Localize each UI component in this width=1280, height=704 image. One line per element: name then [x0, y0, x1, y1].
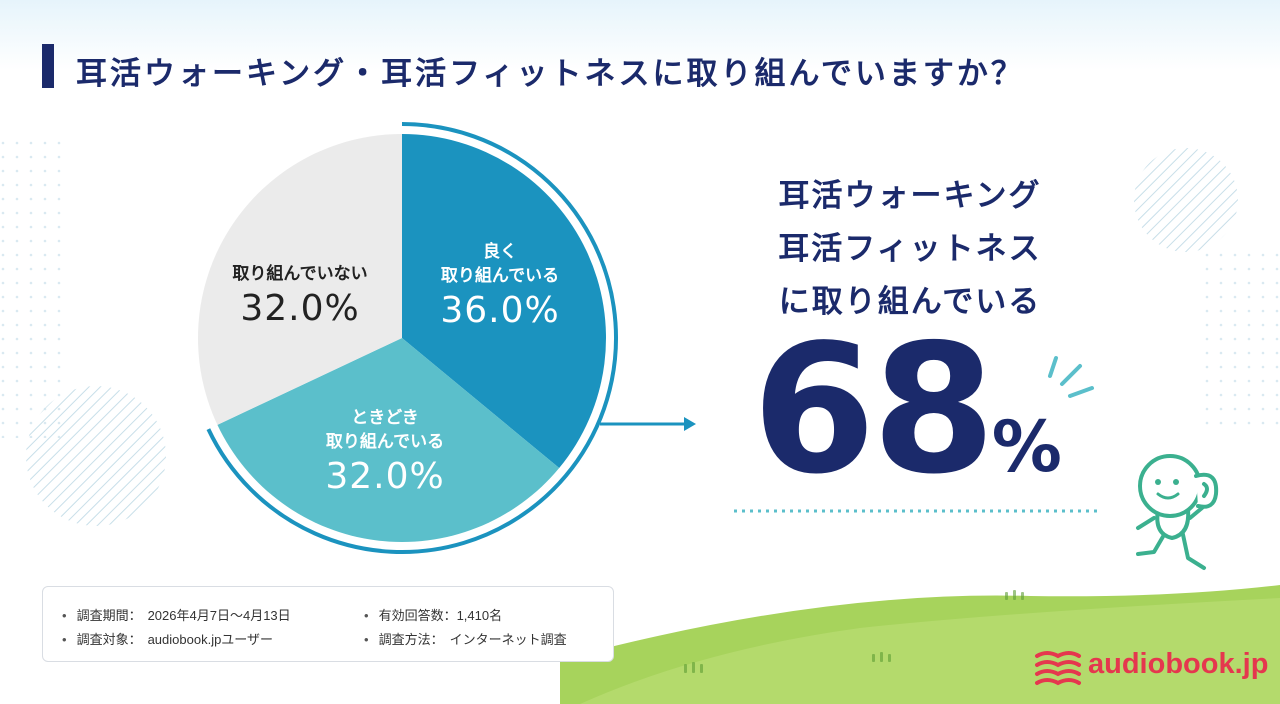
- survey-method-value: インターネット調査: [449, 632, 567, 647]
- slice-label-often-value: 36.0%: [440, 290, 560, 331]
- outer-ring-arc: [206, 122, 618, 554]
- highlight-line3: に取り組んでいる: [778, 284, 1042, 320]
- slice-label-often: 良く 取り組んでいる 36.0%: [410, 240, 590, 334]
- survey-info-box: [42, 586, 614, 662]
- slice-label-not-line1: 取り組んでいない: [232, 264, 368, 284]
- bullet-icon: •: [364, 608, 369, 623]
- survey-period-value: 2026年4月7日〜4月13日: [147, 608, 291, 623]
- slice-label-not-value: 32.0%: [240, 288, 360, 329]
- slice-label-not: 取り組んでいない 32.0%: [210, 262, 390, 332]
- dot-pattern-left: [0, 138, 64, 438]
- slice-label-sometimes-line1: ときどき: [351, 408, 419, 428]
- survey-responses-value: 有効回答数：1,410名: [378, 608, 503, 623]
- highlight-unit: %: [991, 406, 1062, 488]
- page-title: 耳活ウォーキング・耳活フィットネスに取り組んでいますか？: [76, 56, 1025, 92]
- slice-label-often-line1: 良く: [483, 242, 517, 262]
- slice-label-often-line2: 取り組んでいる: [440, 266, 560, 286]
- survey-responses: • 有効回答数：1,410名: [364, 605, 502, 624]
- survey-method: • 調査方法： インターネット調査: [364, 629, 567, 648]
- highlight-text: 耳活ウォーキング 耳活フィットネス に取り組んでいる: [740, 170, 1080, 329]
- bullet-icon: •: [62, 608, 67, 623]
- grass-tufts: [684, 590, 1024, 673]
- striped-circle-left: [26, 386, 166, 526]
- survey-target: • 調査対象： audiobook.jpユーザー: [62, 629, 273, 648]
- survey-period-label: 調査期間：: [76, 608, 142, 623]
- arrow: [600, 417, 696, 431]
- pie-slice-not: [197, 134, 402, 425]
- striped-circle-right: [1134, 148, 1238, 252]
- dot-pattern-right: [1200, 250, 1280, 430]
- highlight-value: 68: [752, 306, 996, 513]
- bullet-icon: •: [364, 632, 369, 647]
- sparkle-icon: [1048, 356, 1094, 398]
- survey-target-label: 調査対象：: [76, 632, 142, 647]
- slice-label-sometimes-line2: 取り組んでいる: [325, 432, 445, 452]
- mascot-character-icon: [1136, 454, 1219, 570]
- pie-slice-often: [402, 134, 606, 469]
- bullet-icon: •: [62, 632, 67, 647]
- survey-period: • 調査期間： 2026年4月7日〜4月13日: [62, 605, 291, 624]
- slice-label-sometimes: ときどき 取り組んでいる 32.0%: [295, 406, 475, 500]
- brand-name: audiobook.jp: [1088, 648, 1269, 680]
- pie-slice-sometimes: [217, 338, 560, 542]
- slice-label-sometimes-value: 32.0%: [325, 456, 445, 497]
- book-logo-icon: [1035, 651, 1081, 686]
- green-hill-light: [580, 598, 1280, 704]
- survey-target-value: audiobook.jpユーザー: [147, 632, 274, 647]
- title-accent-bar: [42, 44, 54, 88]
- highlight-line1: 耳活ウォーキング: [778, 178, 1042, 214]
- highlight-line2: 耳活フィットネス: [778, 231, 1042, 267]
- survey-method-label: 調査方法：: [378, 632, 444, 647]
- highlight-number: 68%: [752, 320, 1072, 500]
